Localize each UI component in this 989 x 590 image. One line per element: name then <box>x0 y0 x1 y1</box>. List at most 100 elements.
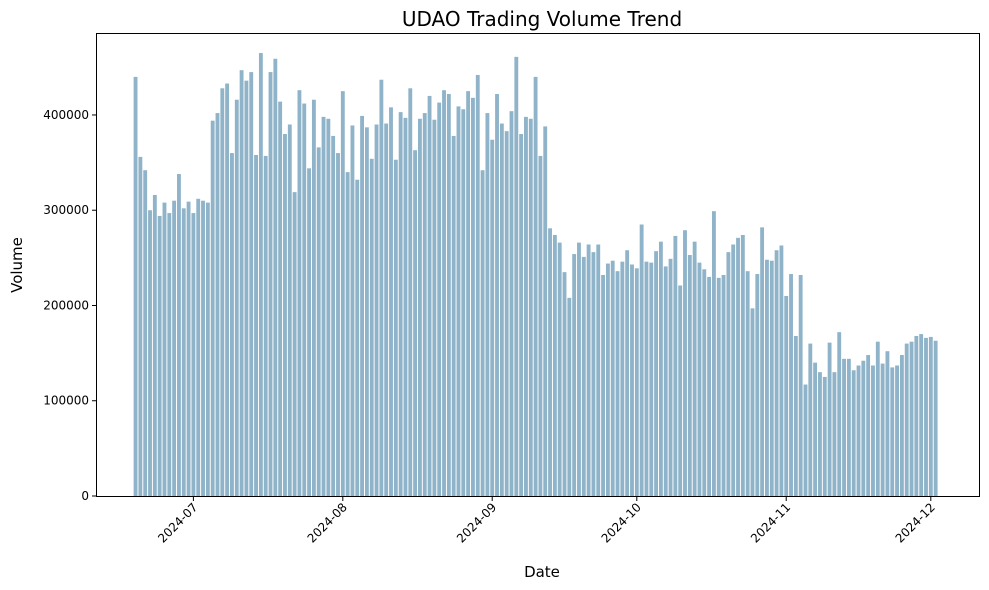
bar <box>495 94 499 496</box>
bar <box>485 113 490 496</box>
bar <box>326 118 331 496</box>
bar <box>678 285 683 496</box>
bar <box>364 127 369 496</box>
x-tick-label: 2024-10 <box>599 500 644 545</box>
y-tick-label: 200000 <box>43 298 89 312</box>
bar <box>201 200 205 496</box>
bar <box>890 367 895 496</box>
bar <box>379 79 384 496</box>
bar <box>471 97 475 496</box>
bar <box>581 256 586 496</box>
bar <box>167 213 172 496</box>
bar <box>740 234 745 497</box>
bar <box>736 237 740 496</box>
bar <box>287 124 292 497</box>
bar <box>769 260 774 496</box>
bar <box>152 194 157 497</box>
bar <box>789 274 793 496</box>
bar <box>533 76 538 497</box>
bar <box>552 234 557 497</box>
bar <box>586 244 591 496</box>
bar <box>432 119 437 496</box>
bar <box>649 262 654 496</box>
x-tick-label: 2024-11 <box>748 500 793 545</box>
bar <box>172 200 177 496</box>
bar <box>654 251 659 496</box>
bar <box>162 202 167 497</box>
bar <box>225 83 230 496</box>
x-axis-title: Date <box>524 563 560 581</box>
bar <box>774 250 779 496</box>
bar <box>148 210 152 497</box>
bar <box>605 263 610 496</box>
bar <box>663 266 668 496</box>
bar <box>846 358 851 496</box>
bar <box>254 154 258 497</box>
bar <box>856 365 861 496</box>
bar <box>895 365 899 496</box>
bar <box>466 91 471 497</box>
bar <box>157 215 162 496</box>
bar <box>210 120 215 497</box>
bar <box>543 126 548 497</box>
bar <box>355 179 360 497</box>
bar <box>899 355 904 496</box>
bar <box>745 271 750 496</box>
bar <box>933 340 938 496</box>
bar <box>350 125 355 496</box>
y-tick-label: 300000 <box>43 203 89 217</box>
bar <box>711 211 716 496</box>
bar <box>389 107 393 496</box>
bar <box>475 74 480 497</box>
bar <box>307 168 311 496</box>
y-axis-title: Volume <box>8 237 26 293</box>
bar <box>716 277 721 496</box>
bar <box>919 334 924 496</box>
bar <box>456 106 461 497</box>
bar <box>422 113 427 496</box>
bar <box>283 134 287 496</box>
bar <box>143 170 148 496</box>
bar <box>808 343 813 496</box>
bar <box>630 264 634 496</box>
bar <box>427 95 432 497</box>
bar <box>186 201 191 496</box>
bar <box>765 259 769 496</box>
bar <box>702 269 707 496</box>
y-axis: 0 100000 200000 300000 400000 <box>43 108 97 503</box>
bar <box>842 358 846 496</box>
bar <box>490 139 495 497</box>
bar <box>871 365 875 496</box>
bar <box>384 123 389 496</box>
bar <box>331 135 336 496</box>
bar <box>866 355 871 496</box>
bar <box>697 262 702 496</box>
bar <box>181 208 186 496</box>
bar <box>244 80 249 497</box>
bar <box>779 245 784 496</box>
bar <box>692 241 697 496</box>
bar <box>784 295 789 496</box>
bar <box>461 109 466 496</box>
bar <box>673 235 678 496</box>
bar <box>321 116 326 497</box>
bar <box>909 341 914 496</box>
x-axis: 2024-07 2024-08 2024-09 2024-10 2024-11 2024-… <box>155 496 938 546</box>
bar <box>601 275 605 496</box>
bar <box>861 360 866 496</box>
bar <box>562 272 567 496</box>
bar <box>268 72 273 496</box>
bar <box>374 124 379 497</box>
bar <box>336 153 340 496</box>
x-tick-label: 2024-08 <box>305 500 350 545</box>
bar <box>620 261 625 496</box>
bar <box>398 112 403 497</box>
bar <box>369 158 374 497</box>
bar <box>273 58 278 497</box>
bar <box>731 244 736 496</box>
x-tick-label: 2024-12 <box>893 500 938 545</box>
bar <box>577 242 581 496</box>
x-tick-label: 2024-09 <box>454 500 499 545</box>
bar <box>548 228 552 496</box>
bar <box>591 252 596 496</box>
